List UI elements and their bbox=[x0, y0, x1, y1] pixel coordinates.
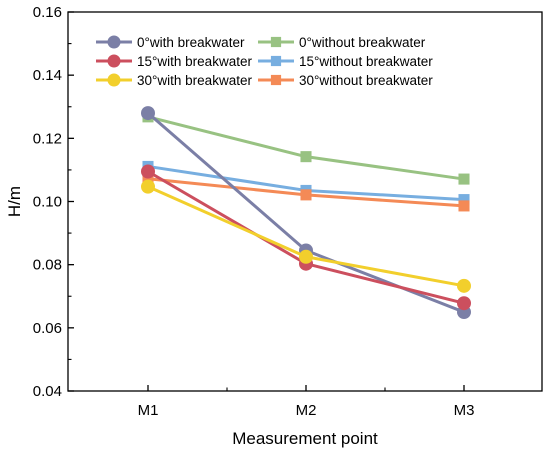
data-point bbox=[141, 179, 155, 194]
x-axis-label: Measurement point bbox=[232, 429, 378, 448]
legend-item: 15°without breakwater bbox=[258, 54, 433, 69]
legend-item: 0°with breakwater bbox=[96, 35, 245, 50]
y-tick-label: 0.12 bbox=[33, 130, 62, 147]
legend-swatch-marker bbox=[270, 36, 282, 48]
series-line bbox=[147, 115, 465, 181]
legend-label: 15°without breakwater bbox=[299, 54, 433, 69]
data-point bbox=[300, 151, 312, 163]
data-point bbox=[141, 164, 155, 179]
legend-label: 30°with breakwater bbox=[137, 73, 252, 88]
legend-label: 0°with breakwater bbox=[137, 35, 245, 50]
x-tick-label: M2 bbox=[296, 402, 317, 419]
legend-swatch-marker bbox=[270, 55, 282, 67]
legend-label: 30°without breakwater bbox=[299, 73, 433, 88]
data-point bbox=[458, 194, 470, 206]
legend-swatch-marker bbox=[270, 74, 282, 86]
data-point bbox=[458, 200, 470, 212]
legend-swatch-marker bbox=[107, 35, 121, 49]
data-point bbox=[458, 173, 470, 185]
legend-swatch-marker bbox=[107, 73, 121, 87]
x-tick-label: M3 bbox=[454, 402, 475, 419]
y-tick-label: 0.10 bbox=[33, 194, 62, 211]
data-point bbox=[300, 189, 312, 201]
legend-label: 15°with breakwater bbox=[137, 54, 252, 69]
y-tick-label: 0.04 bbox=[33, 383, 62, 400]
x-tick-label: M1 bbox=[138, 402, 159, 419]
axes: 0.04 0.06 0.08 0.10 0.12 0.14 0.16 M1 M2 M3 bbox=[33, 4, 543, 419]
y-tick-label: 0.14 bbox=[33, 67, 62, 84]
series-0 bbox=[141, 106, 471, 320]
legend-item: 15°with breakwater bbox=[96, 54, 252, 69]
legend-item: 0°without breakwater bbox=[258, 35, 426, 50]
legend-item: 30°without breakwater bbox=[258, 73, 433, 88]
data-point bbox=[141, 106, 155, 121]
series-5 bbox=[142, 173, 470, 212]
data-point bbox=[457, 296, 471, 311]
y-tick-label: 0.06 bbox=[33, 320, 62, 337]
series-2 bbox=[141, 179, 471, 293]
data-point bbox=[457, 278, 471, 293]
data-point bbox=[142, 173, 154, 185]
legend-item: 30°with breakwater bbox=[96, 73, 252, 88]
legend: 0°with breakwater 15°with breakwater 30°wi… bbox=[96, 35, 433, 88]
data-point bbox=[299, 249, 313, 264]
y-tick-label: 0.08 bbox=[33, 257, 62, 274]
series-layer bbox=[141, 106, 471, 320]
y-axis-label: H/m bbox=[5, 186, 24, 217]
legend-swatch-marker bbox=[107, 54, 121, 68]
series-line bbox=[147, 111, 465, 314]
y-tick-label: 0.16 bbox=[33, 4, 62, 21]
legend-label: 0°without breakwater bbox=[299, 35, 426, 50]
